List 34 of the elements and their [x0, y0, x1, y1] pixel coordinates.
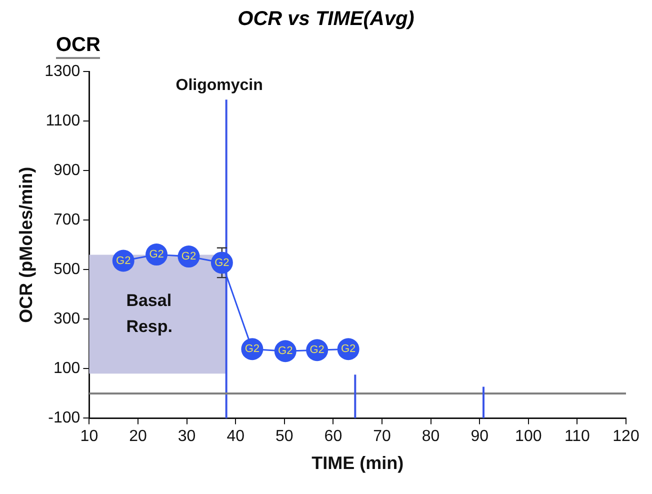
y-tick-label: 1100 [46, 112, 80, 130]
y-tick-label: 700 [53, 212, 80, 229]
y-axis-title: OCR (pMoles/min) [16, 166, 36, 323]
y-tick-label: 500 [53, 261, 80, 278]
y-tick-label: 100 [53, 360, 80, 378]
text: G2 [181, 250, 196, 263]
chart-subtitle: OCR [56, 34, 100, 59]
text: G2 [278, 345, 293, 358]
x-tick-label: 40 [226, 428, 245, 446]
text: G2 [116, 254, 131, 267]
series-label: G2 [214, 256, 230, 269]
x-tick-label: 60 [324, 428, 342, 446]
y-tick-label: 900 [53, 162, 80, 180]
x-tick-label: 20 [129, 428, 147, 446]
x-tick-label: 50 [276, 428, 294, 446]
x-tick-label: 80 [422, 428, 440, 446]
text: G2 [149, 248, 164, 261]
y-tick-label: 300 [53, 310, 80, 328]
x-tick-label: 120 [612, 428, 640, 446]
ref-line-label: Oligomycin [176, 77, 263, 94]
x-tick-label: 90 [470, 428, 489, 446]
chart-title: OCR vs TIME(Avg) [236, 8, 416, 32]
x-tick-label: 30 [178, 428, 196, 446]
y-tick-label: 1300 [44, 63, 80, 80]
x-tick-label: 110 [564, 428, 590, 446]
x-tick-label: 100 [515, 428, 542, 446]
band-label: Basal Resp. [126, 290, 172, 336]
x-tick-label: 10 [80, 428, 98, 446]
x-axis-title: TIME (min) [312, 453, 404, 474]
text: G2 [244, 343, 260, 356]
text: G2 [340, 343, 356, 356]
y-tick-label: -100 [48, 410, 80, 427]
x-tick-label: 70 [373, 428, 391, 446]
text: G2 [310, 344, 324, 356]
